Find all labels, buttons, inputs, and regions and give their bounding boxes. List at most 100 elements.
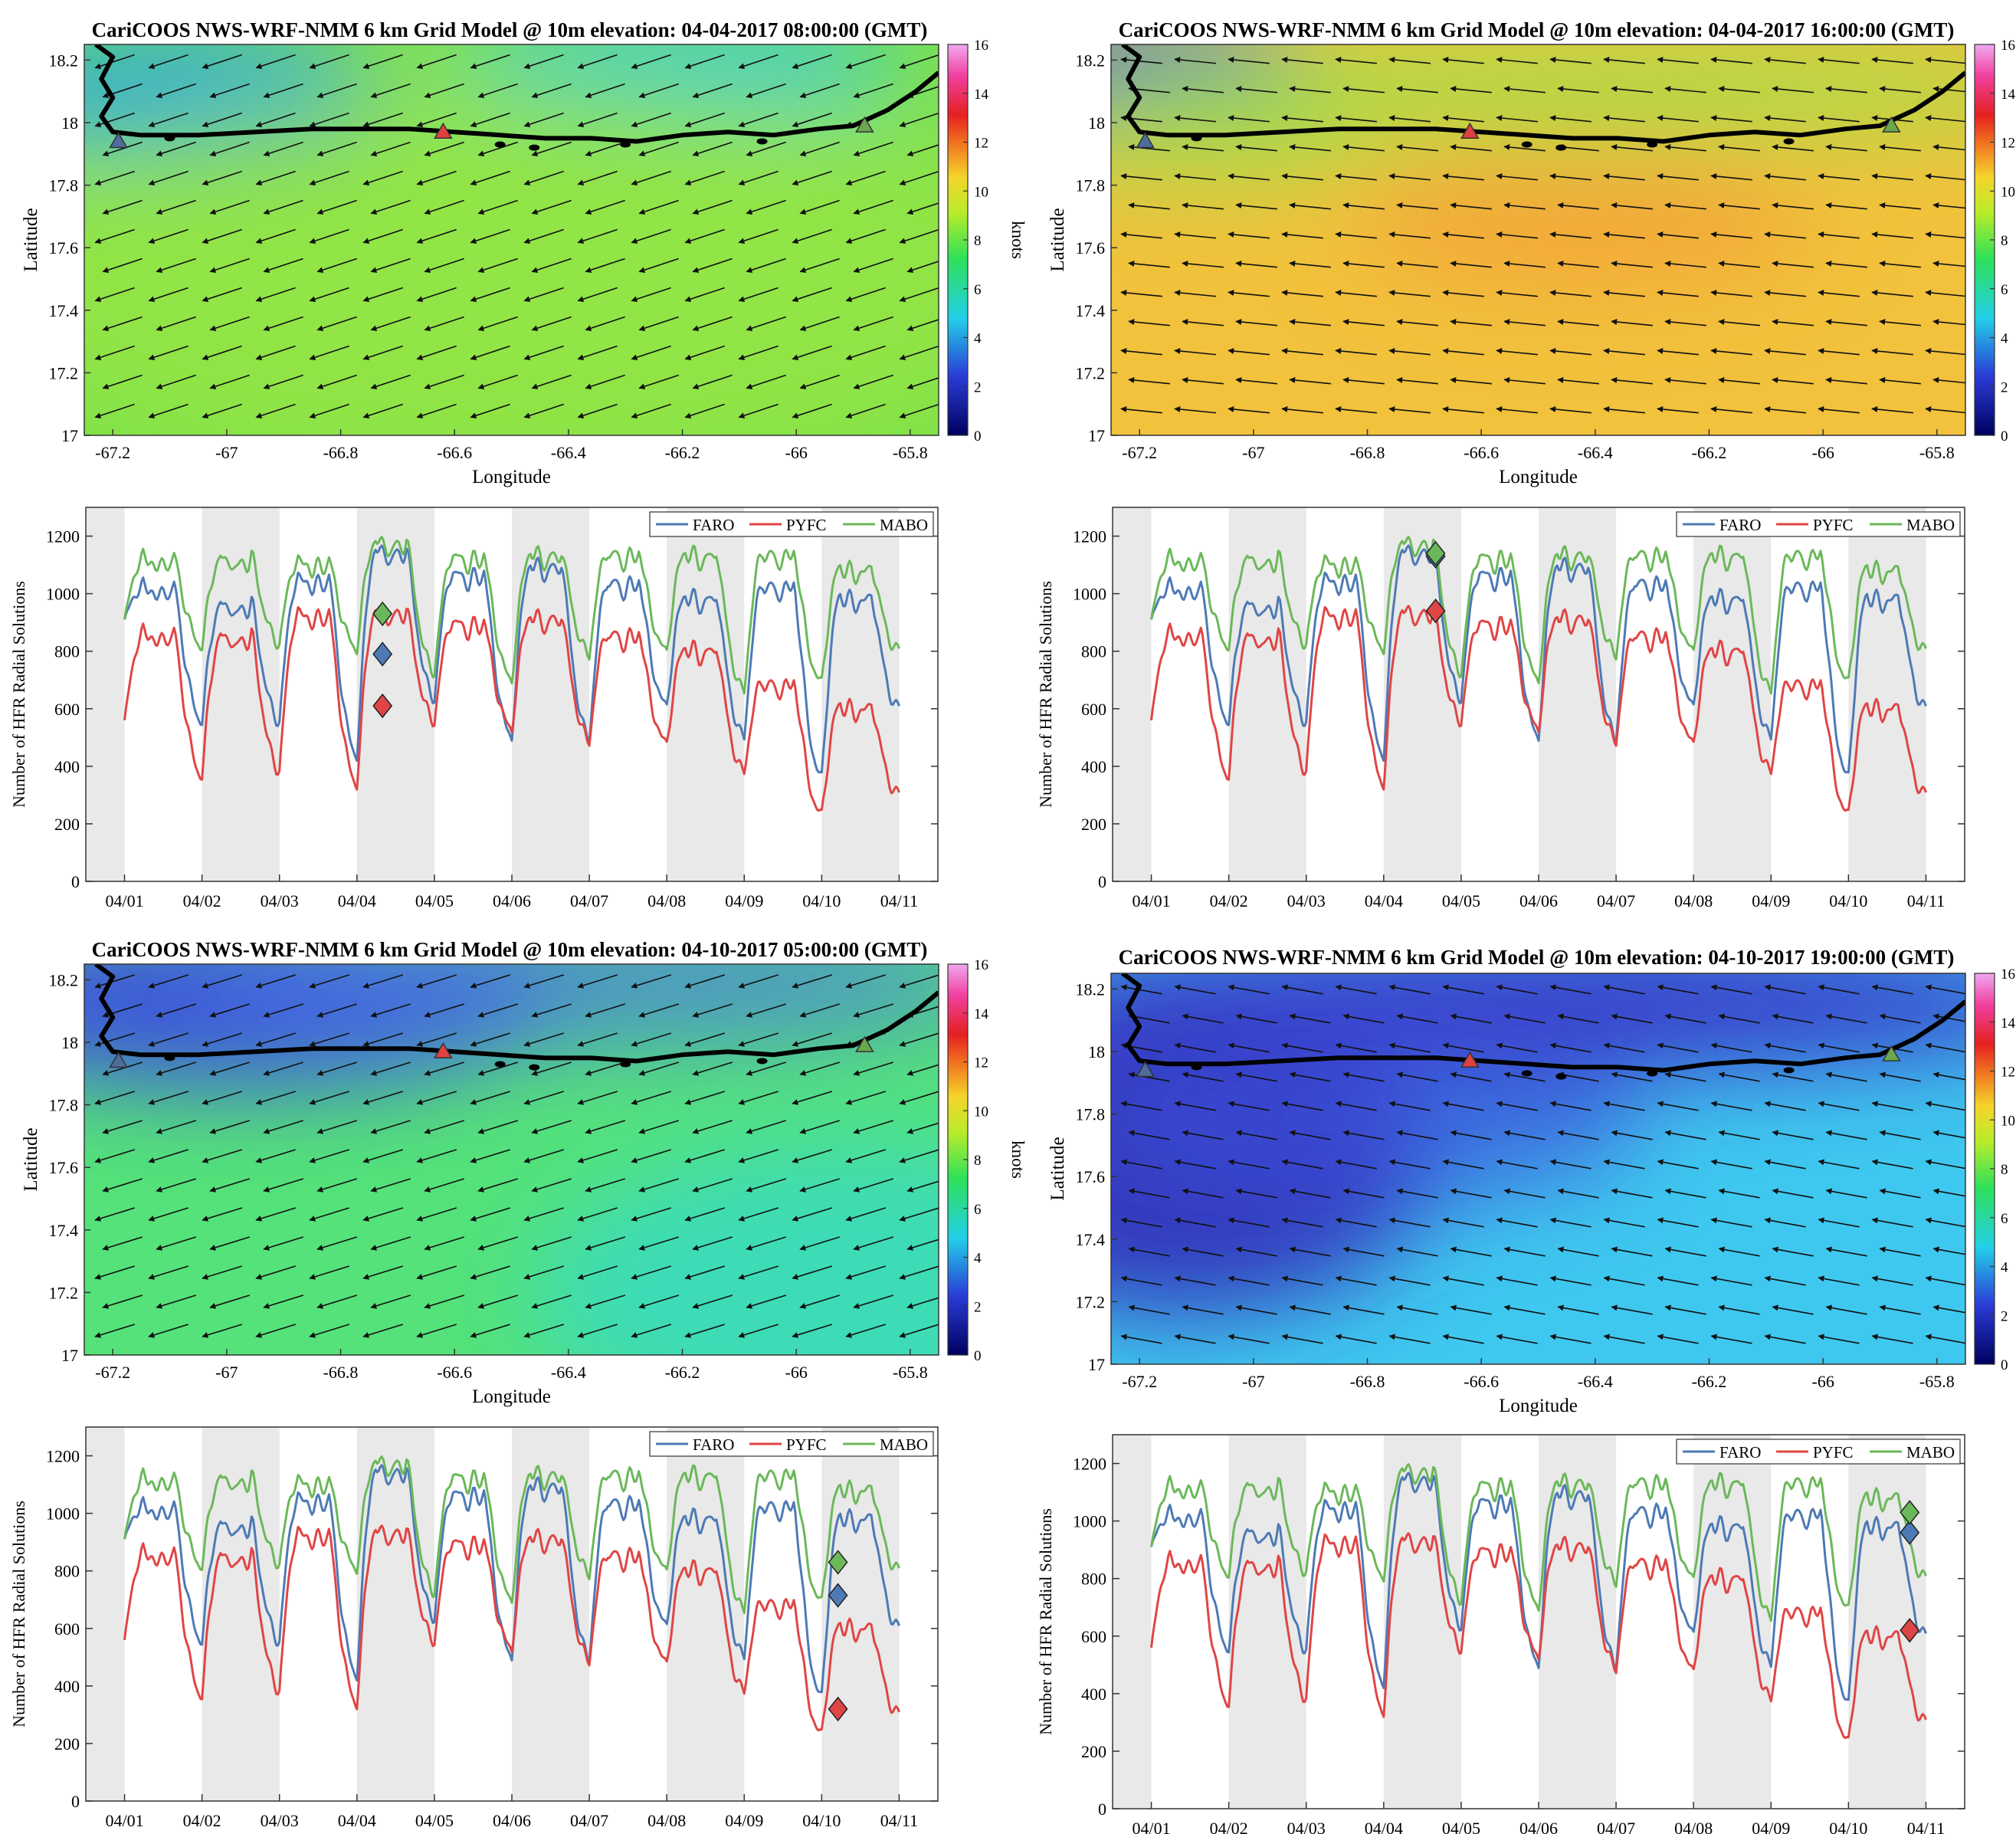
colorbar-tick-label: 4 [2001, 331, 2008, 347]
station-mabo-marker [855, 1035, 874, 1052]
chart-ytick-label: 600 [1081, 700, 1106, 719]
island [164, 135, 175, 142]
wind-arrow [1557, 319, 1599, 326]
chart-xtick-label: 04/02 [1210, 891, 1248, 910]
station-pyfc-marker [433, 122, 453, 139]
wind-arrow [1611, 1013, 1653, 1024]
map-xtick-label: -66.6 [437, 1363, 472, 1382]
wind-arrow [1718, 1188, 1760, 1199]
wind-arrow [792, 1207, 833, 1222]
wind-arrow [148, 1091, 189, 1105]
wind-arrow [899, 974, 939, 989]
wind-arrow [1825, 202, 1867, 210]
wind-arrow [1664, 144, 1706, 152]
map-xtick-label: -65.8 [893, 443, 928, 462]
wind-arrow [1871, 1159, 1913, 1170]
wind-arrow [906, 202, 939, 215]
island [494, 1061, 506, 1068]
wind-arrow [631, 403, 671, 419]
wind-arrow [1718, 1013, 1760, 1024]
wind-arrow [1764, 231, 1806, 239]
station-mabo-marker [1882, 1045, 1901, 1061]
wind-arrow [1174, 115, 1216, 123]
wind-arrow [1450, 144, 1492, 152]
wind-arrow [1503, 1071, 1546, 1082]
wind-arrow [1235, 261, 1277, 268]
wind-arrow [102, 141, 143, 157]
chart-xtick-label: 04/01 [1132, 891, 1170, 910]
wind-arrow [477, 1178, 519, 1193]
wind-arrow [585, 1294, 626, 1309]
wind-arrow [1818, 1334, 1860, 1344]
wind-arrow [1342, 1013, 1385, 1024]
colorbar-tick-label: 16 [2001, 38, 2015, 54]
wind-arrow [362, 287, 403, 303]
wind-arrow [1120, 348, 1162, 356]
wind-arrow [1772, 1304, 1814, 1315]
wind-arrow [1281, 1217, 1323, 1228]
chart-ytick-label: 1200 [46, 527, 80, 546]
chart-xtick-label: 04/08 [1674, 891, 1713, 910]
wind-arrow [156, 83, 196, 99]
chart-xtick-label: 04/08 [647, 891, 686, 910]
wind-arrow [1764, 173, 1806, 181]
map-frame [1110, 973, 1966, 1365]
wind-arrow [1235, 1071, 1277, 1082]
wind-arrow [477, 1236, 519, 1251]
wind-arrow [202, 170, 242, 186]
chart-xtick-label: 04/01 [105, 1811, 143, 1830]
wind-arrow [692, 1120, 733, 1134]
wind-arrow [1289, 1071, 1331, 1082]
wind-arrow [1174, 1159, 1216, 1170]
chart-xtick-label: 04/11 [880, 1811, 918, 1830]
island [1555, 144, 1567, 151]
wind-arrow [738, 1091, 779, 1105]
wind-arrow [523, 403, 564, 419]
wind-arrow [1388, 1275, 1431, 1286]
wind-arrow [156, 1003, 197, 1018]
wind-arrow [1664, 1246, 1706, 1257]
wind-arrow [1496, 1159, 1538, 1170]
colorbar-tick-label: 2 [974, 379, 982, 395]
wind-arrows [1120, 57, 1965, 414]
wind-arrow [684, 403, 725, 419]
wind-arrow [1664, 1304, 1706, 1315]
wind-arrow [845, 345, 886, 361]
wind-arrow [585, 83, 625, 99]
colorbar-tick-label: 12 [2001, 1065, 2015, 1081]
wind-arrow [1925, 1275, 1965, 1286]
wind-arrow [684, 228, 725, 244]
map-ytick-label: 17.6 [1076, 238, 1106, 258]
wind-arrow [416, 1265, 457, 1280]
wind-arrow [1388, 984, 1431, 995]
wind-arrow [94, 345, 135, 361]
wind-arrow [1557, 1246, 1599, 1257]
wind-arrow [1710, 348, 1752, 356]
wind-arrow [209, 374, 250, 390]
wind-arrow [853, 141, 893, 157]
current-marker-mabo [372, 601, 393, 627]
wind-arrow [1120, 57, 1162, 64]
wind-arrow [792, 112, 832, 128]
wind-arrow [1450, 1013, 1492, 1024]
wind-arrow [1664, 1013, 1706, 1024]
wind-arrow [799, 1120, 841, 1134]
wind-arrow [1710, 406, 1752, 414]
wind-arrow [577, 345, 618, 361]
wind-arrow [1182, 319, 1224, 326]
wind-arrow [1281, 1159, 1323, 1170]
map-ytick-label: 18.2 [1076, 51, 1106, 70]
wind-arrow [577, 1324, 618, 1338]
wind-arrow [309, 1091, 350, 1105]
colorbar-tick-label: 12 [2001, 136, 2015, 152]
chart-ytick-label: 0 [1098, 1800, 1106, 1819]
colorbar-tick-label: 2 [974, 1299, 982, 1315]
map-frame [84, 44, 939, 436]
wind-arrow [638, 83, 679, 99]
wind-arrow [1450, 377, 1492, 385]
wind-arrow [799, 83, 840, 99]
wind-arrow [1182, 86, 1224, 94]
wind-arrow [1764, 115, 1806, 123]
wind-arrow [1879, 1071, 1921, 1082]
wind-arrow [1718, 377, 1760, 385]
